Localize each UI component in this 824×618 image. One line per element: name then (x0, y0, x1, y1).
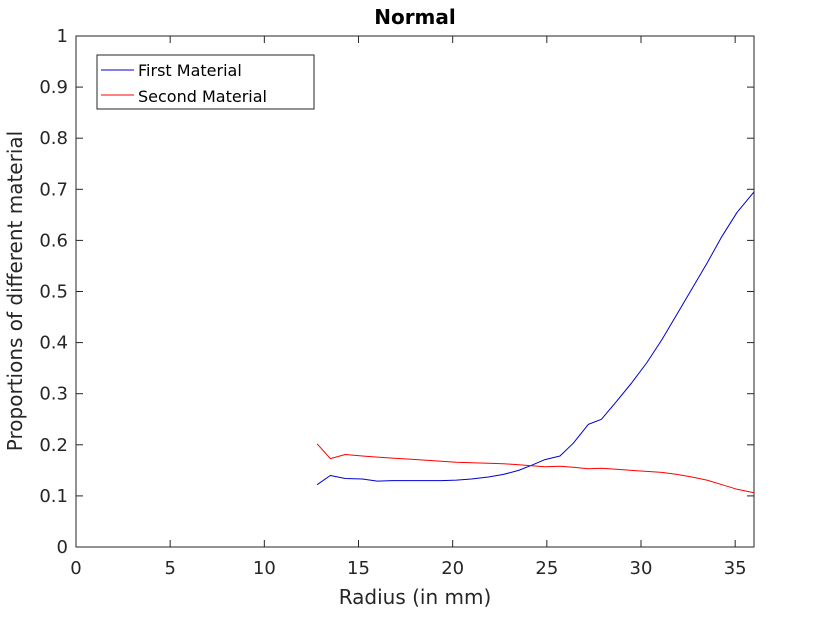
y-tick-label: 0.6 (39, 230, 68, 251)
y-tick-label: 0.8 (39, 128, 68, 149)
y-tick-label: 0.2 (39, 435, 68, 456)
x-tick-label: 15 (347, 558, 370, 579)
legend-label-first-material: First Material (138, 61, 242, 80)
chart-title: Normal (374, 5, 456, 29)
y-tick-label: 0.1 (39, 486, 68, 507)
series-line-second-material (316, 443, 755, 494)
y-axis-label: Proportions of different material (3, 131, 27, 451)
x-tick-label: 20 (441, 558, 464, 579)
x-tick-label: 10 (253, 558, 276, 579)
x-axis-label: Radius (in mm) (339, 585, 492, 609)
y-tick-label: 0.3 (39, 384, 68, 405)
y-tick-label: 0.9 (39, 77, 68, 98)
axis-ticks: 0 5 10 15 20 25 30 35 0 0.1 0.2 0.3 0.4 0.5 0.6 0.7 0.8 0… (39, 26, 754, 579)
series-lines (316, 191, 755, 494)
x-tick-label: 35 (724, 558, 747, 579)
legend-box (96, 54, 315, 110)
legend-label-second-material: Second Material (138, 87, 267, 106)
x-tick-label: 30 (630, 558, 653, 579)
y-tick-label: 0 (57, 537, 68, 558)
y-tick-label: 1 (57, 26, 68, 47)
x-tick-label: 5 (164, 558, 175, 579)
y-tick-label: 0.5 (39, 282, 68, 303)
series-line-first-material (316, 191, 755, 486)
x-tick-label: 0 (70, 558, 81, 579)
x-tick-label: 25 (535, 558, 558, 579)
legend: First Material Second Material (96, 54, 315, 110)
y-tick-label: 0.4 (39, 333, 68, 354)
y-tick-label: 0.7 (39, 179, 68, 200)
plot-area (75, 35, 755, 548)
